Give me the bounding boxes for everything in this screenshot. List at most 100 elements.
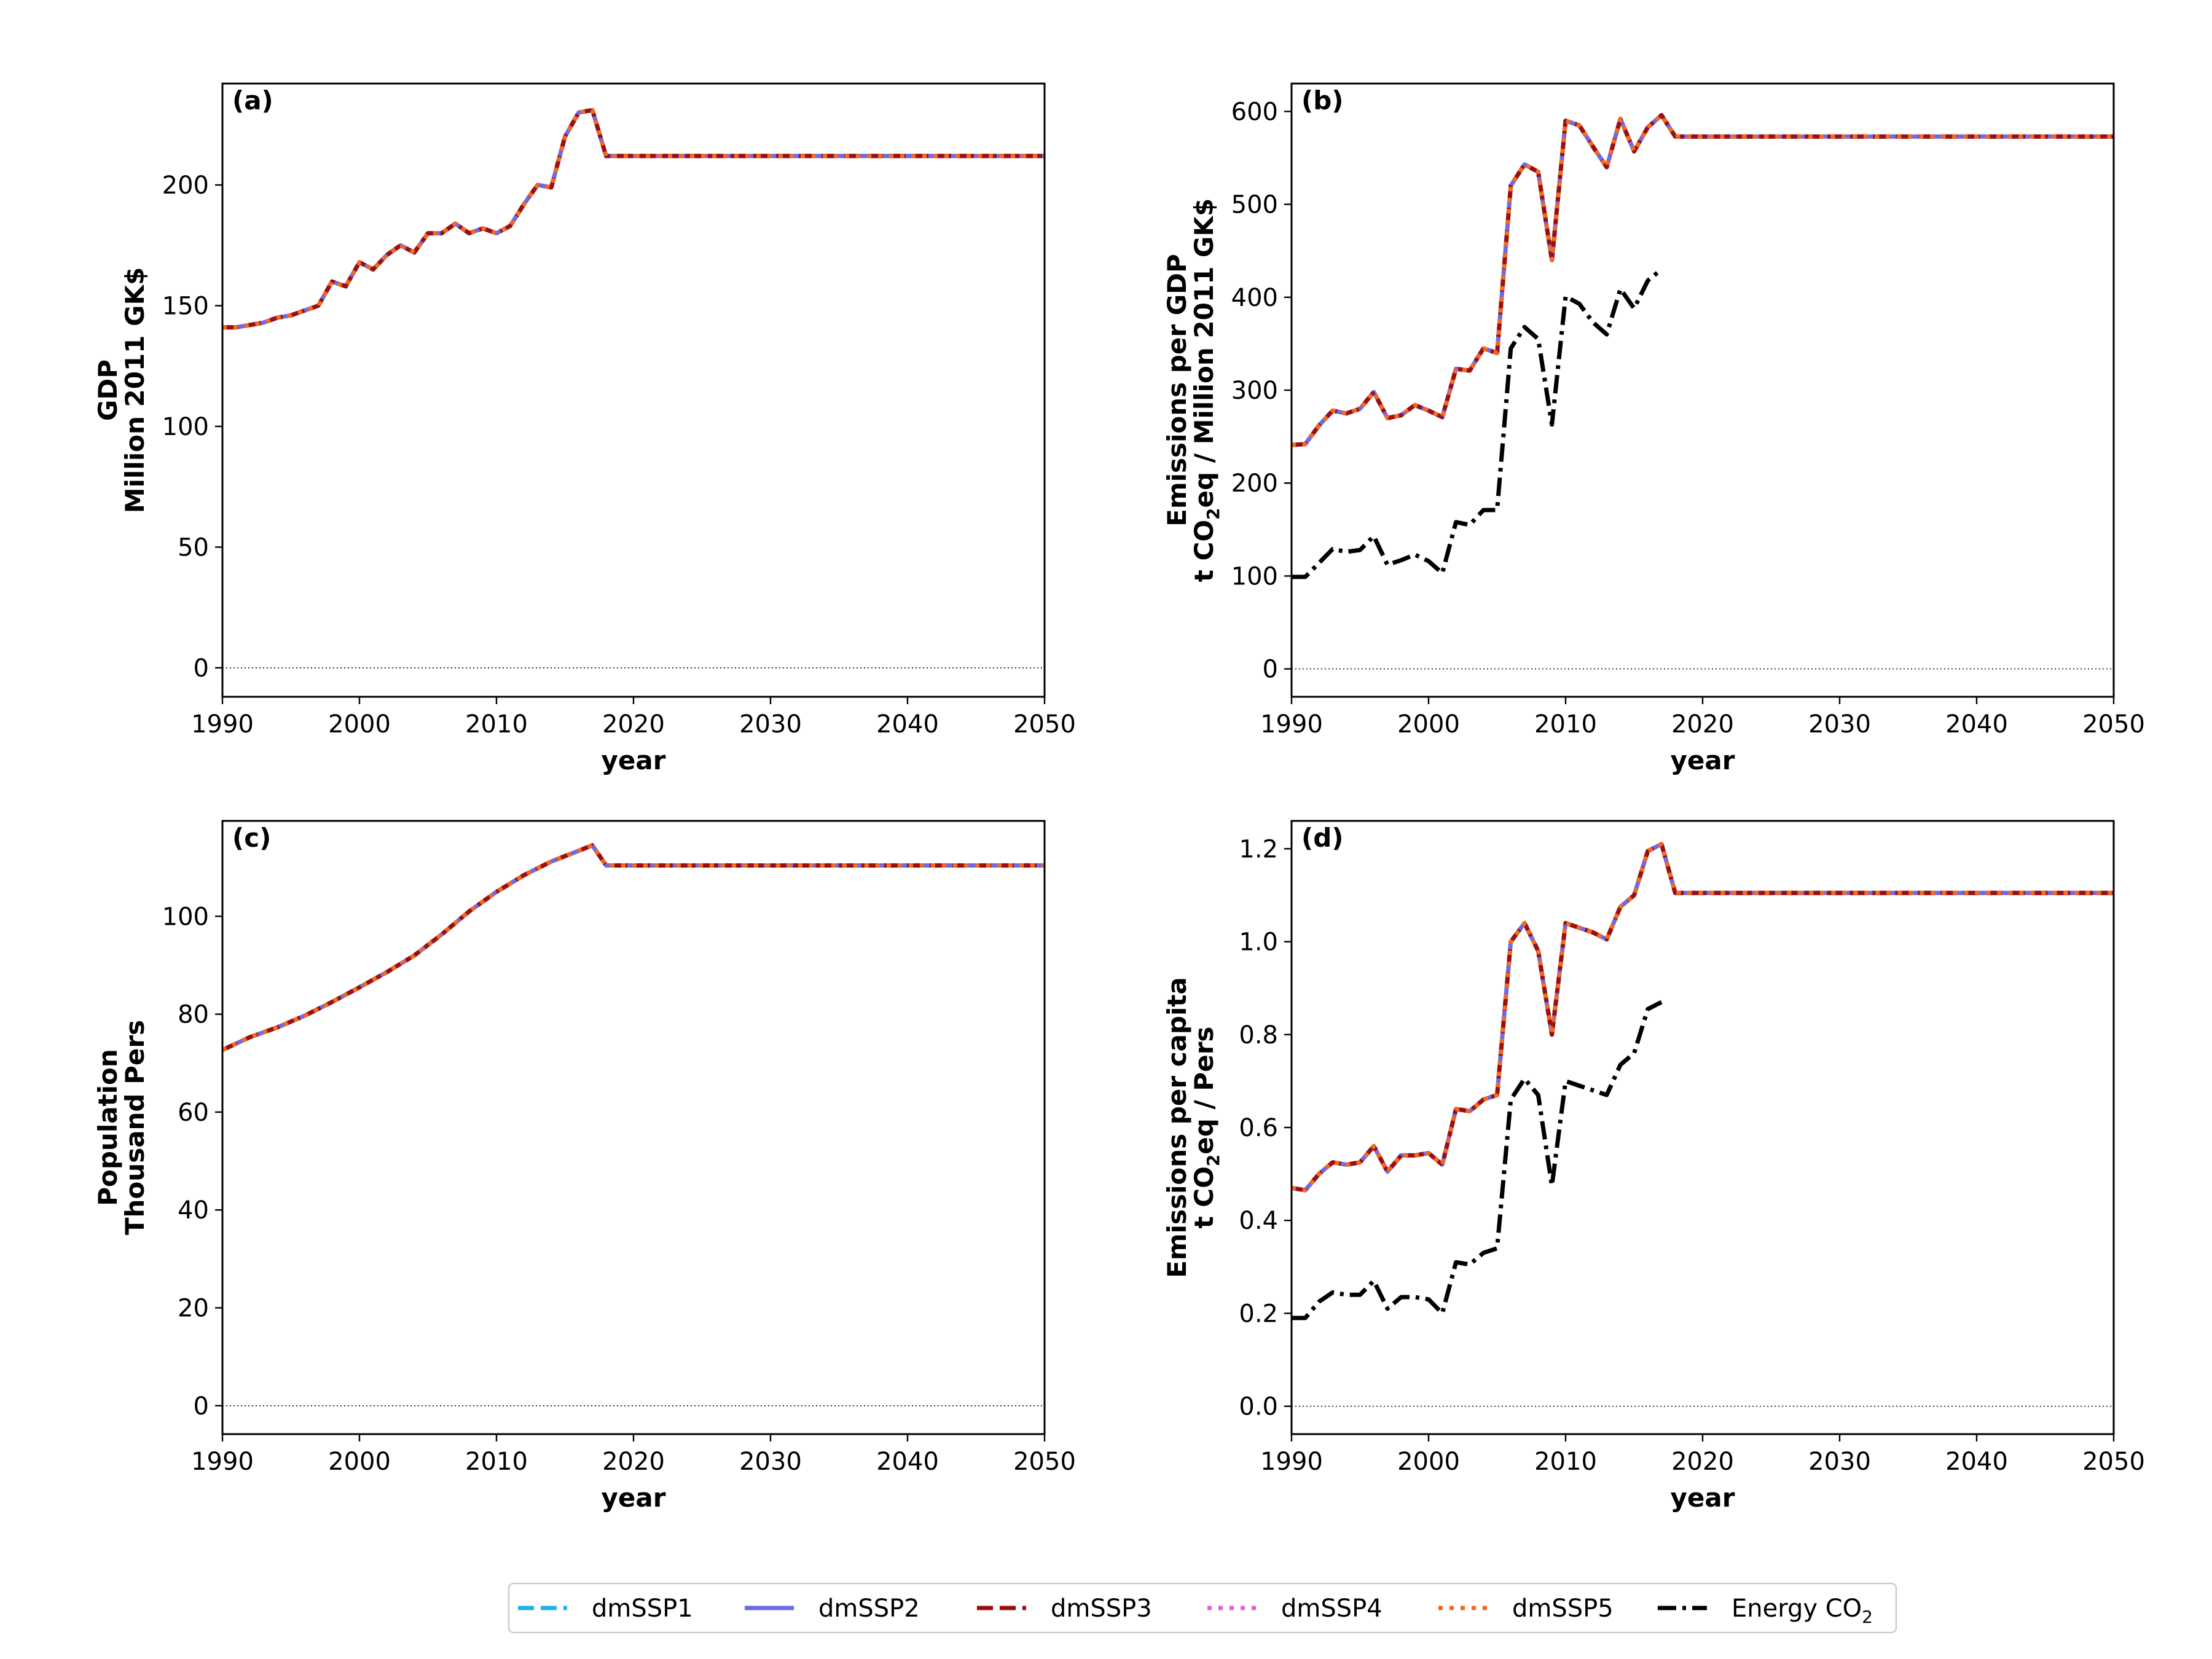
series-line-dmssp3 <box>1292 112 2114 447</box>
x-tick-label: 1990 <box>1260 710 1323 739</box>
x-tick-label: 2020 <box>1671 710 1734 739</box>
x-tick-label: 2010 <box>465 710 528 739</box>
y-tick-label: 100 <box>1231 562 1278 590</box>
x-tick-label: 2040 <box>876 1448 939 1476</box>
x-tick-label: 2050 <box>1013 710 1076 739</box>
y-tick-label: 0.0 <box>1239 1393 1278 1421</box>
x-axis-label: year <box>602 745 666 775</box>
panel-label: (b) <box>1301 85 1343 116</box>
x-axis-label: year <box>1671 1483 1735 1513</box>
x-tick-label: 2030 <box>739 1448 802 1476</box>
y-axis-label-line: Million 2011 GK$ <box>120 267 150 514</box>
y-tick-label: 500 <box>1231 191 1278 219</box>
panel-a: 1990 2000 2010 2020 2030 2040 2050 0 50 100 150 200… <box>93 82 1076 775</box>
panel-label: (c) <box>232 823 271 853</box>
series-group <box>1292 842 2114 1320</box>
y-tick-label: 40 <box>178 1196 209 1225</box>
x-tick-label: 2030 <box>1808 1448 1871 1476</box>
legend-label: dmSSP1 <box>592 1594 693 1623</box>
y-axis-label-line: Emissions per capita <box>1162 977 1192 1278</box>
y-tick-label: 150 <box>162 292 209 320</box>
legend-label: Energy CO2 <box>1732 1594 1873 1627</box>
x-tick-label: 2040 <box>1945 710 2008 739</box>
x-tick-label: 2020 <box>602 710 665 739</box>
x-tick-label: 2000 <box>328 710 391 739</box>
series-group <box>1292 112 2114 579</box>
x-tick-label: 2040 <box>1945 1448 2008 1476</box>
x-tick-label: 2030 <box>739 710 802 739</box>
legend-label: dmSSP2 <box>818 1594 920 1623</box>
x-tick-label: 2010 <box>1534 710 1597 739</box>
y-tick-label: 20 <box>178 1295 209 1323</box>
panel-label: (d) <box>1301 823 1343 853</box>
y-tick-label: 600 <box>1231 98 1278 126</box>
x-tick-label: 2000 <box>1397 1448 1460 1476</box>
y-tick-label: 1.0 <box>1239 928 1278 957</box>
y-axis-label-line: Thousand Pers <box>120 1020 150 1235</box>
legend-item-dmssp3: dmSSP3 <box>977 1594 1152 1623</box>
legend-item-dmssp2: dmSSP2 <box>745 1594 920 1623</box>
series-line-energy-co2 <box>1292 267 1663 579</box>
legend-label: dmSSP5 <box>1512 1594 1614 1623</box>
y-axis-label-line: t CO2eq / Million 2011 GK$ <box>1189 198 1223 582</box>
x-tick-label: 1990 <box>191 710 254 739</box>
y-tick-label: 1.2 <box>1239 835 1278 863</box>
legend-item-dmssp1: dmSSP1 <box>518 1594 693 1623</box>
x-tick-label: 2020 <box>1671 1448 1734 1476</box>
y-tick-label: 80 <box>178 1001 209 1029</box>
y-tick-label: 100 <box>162 903 209 931</box>
y-tick-label: 0.2 <box>1239 1300 1278 1328</box>
legend: dmSSP1 dmSSP2 dmSSP3 dmSSP4 dmSSP5 Energy CO2 <box>508 1582 1897 1634</box>
panel-label: (a) <box>232 85 273 116</box>
y-axis-label-line: GDP <box>93 359 123 421</box>
y-tick-label: 200 <box>1231 469 1278 498</box>
legend-label: dmSSP3 <box>1051 1594 1152 1623</box>
y-tick-label: 50 <box>178 533 209 562</box>
x-tick-label: 1990 <box>1260 1448 1323 1476</box>
y-tick-label: 400 <box>1231 284 1278 312</box>
x-tick-label: 2050 <box>2082 710 2145 739</box>
legend-label: dmSSP4 <box>1281 1594 1382 1623</box>
x-tick-label: 2020 <box>602 1448 665 1476</box>
panels: 1990 2000 2010 2020 2030 2040 2050050100150200… <box>93 82 2145 1513</box>
series-line-dmssp5 <box>1292 842 2114 1193</box>
x-tick-label: 2000 <box>328 1448 391 1476</box>
series-group <box>222 108 1045 330</box>
legend-frame <box>508 1582 1897 1634</box>
legend-item-dmssp4: dmSSP4 <box>1207 1594 1382 1623</box>
y-tick-label: 0 <box>1263 656 1278 684</box>
panel-c: 1990 2000 2010 2020 2030 2040 2050020406080100… <box>93 820 1076 1513</box>
legend-item-energy: Energy CO2 <box>1658 1594 1873 1627</box>
y-tick-label: 0.4 <box>1239 1207 1278 1235</box>
y-tick-label: 60 <box>178 1099 209 1127</box>
x-tick-label: 2000 <box>1397 710 1460 739</box>
x-tick-label: 2030 <box>1808 710 1871 739</box>
series-line-dmssp5 <box>222 108 1045 330</box>
x-tick-label: 2040 <box>876 710 939 739</box>
series-line-energy-co2 <box>1292 1000 1663 1320</box>
x-axis-label: year <box>602 1483 666 1513</box>
y-tick-label: 200 <box>162 171 209 200</box>
x-axis-label: year <box>1671 745 1735 775</box>
y-axis-label-line: Emissions per GDP <box>1162 254 1192 527</box>
y-tick-label: 0.8 <box>1239 1021 1278 1049</box>
panel-d: 1990 2000 2010 2020 2030 2040 2050 0.0 0.2 0.4 0.6… <box>1162 820 2145 1513</box>
panel-b: 1990 2000 2010 2020 2030 2040 2050 0 100 200 300 40… <box>1162 82 2145 775</box>
y-axis-label-line: t CO2eq / Pers <box>1189 1027 1223 1229</box>
x-tick-label: 2050 <box>1013 1448 1076 1476</box>
series-group <box>222 843 1045 1052</box>
x-tick-label: 1990 <box>191 1448 254 1476</box>
y-axis-label-line: Population <box>93 1049 123 1206</box>
x-tick-label: 2010 <box>465 1448 528 1476</box>
y-tick-label: 100 <box>162 413 209 441</box>
x-tick-label: 2050 <box>2082 1448 2145 1476</box>
x-tick-label: 2010 <box>1534 1448 1597 1476</box>
y-tick-label: 0 <box>194 654 209 683</box>
legend-item-dmssp5: dmSSP5 <box>1438 1594 1614 1623</box>
y-tick-label: 300 <box>1231 377 1278 405</box>
y-tick-label: 0.6 <box>1239 1114 1278 1142</box>
series-line-dmssp5 <box>222 843 1045 1052</box>
y-tick-label: 0 <box>194 1392 209 1421</box>
